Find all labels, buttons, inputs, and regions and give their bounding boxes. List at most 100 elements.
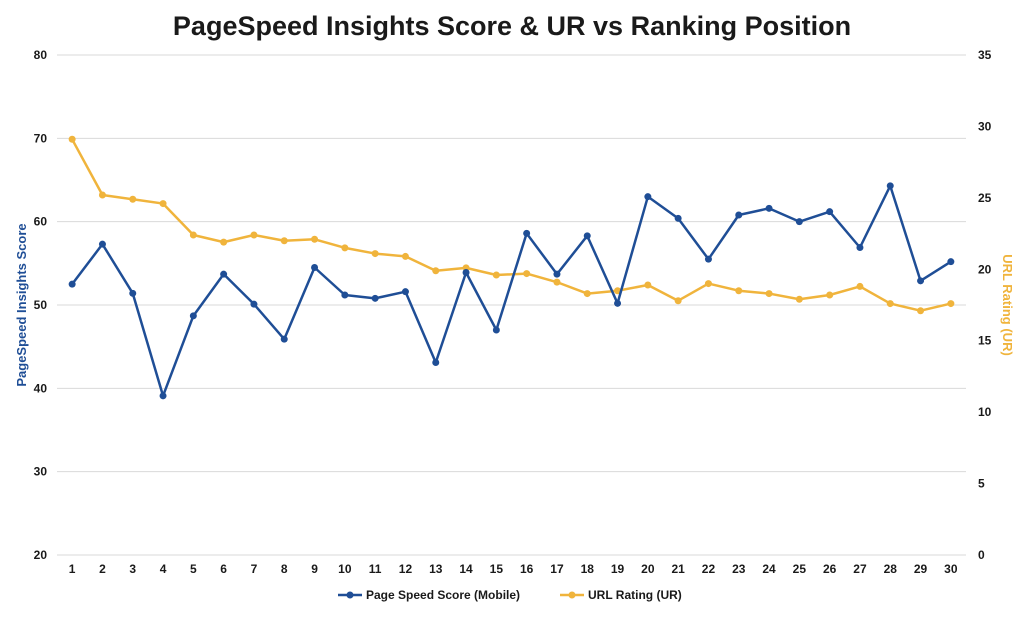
x-tick-label: 25 <box>793 562 807 576</box>
legend-label-url-rating: URL Rating (UR) <box>588 588 682 602</box>
left-tick-label: 70 <box>34 131 48 145</box>
right-tick-label: 10 <box>978 405 992 419</box>
point-page-speed <box>947 258 955 266</box>
point-url-rating <box>614 287 622 295</box>
x-tick-label: 29 <box>914 562 928 576</box>
right-tick-label: 0 <box>978 548 985 562</box>
right-tick-label: 5 <box>978 477 985 491</box>
x-tick-label: 7 <box>251 562 258 576</box>
x-tick-label: 11 <box>369 562 382 576</box>
point-url-rating <box>917 307 925 315</box>
point-page-speed <box>735 211 743 219</box>
x-tick-label: 5 <box>190 562 197 576</box>
point-page-speed <box>795 218 803 226</box>
right-tick-label: 20 <box>978 262 992 276</box>
point-page-speed <box>250 300 258 308</box>
point-page-speed <box>704 255 712 263</box>
point-url-rating <box>583 290 591 298</box>
right-tick-label: 30 <box>978 119 992 133</box>
x-tick-label: 26 <box>823 562 837 576</box>
x-tick-label: 23 <box>732 562 746 576</box>
legend-marker-url-rating <box>568 591 576 599</box>
point-url-rating <box>129 195 137 203</box>
point-page-speed <box>492 326 500 334</box>
point-url-rating <box>856 282 864 290</box>
point-url-rating <box>280 237 288 245</box>
x-tick-label: 30 <box>944 562 958 576</box>
point-url-rating <box>523 270 531 278</box>
point-page-speed <box>189 312 197 320</box>
point-page-speed <box>856 244 864 251</box>
series-line-url-rating <box>71 138 952 312</box>
point-page-speed <box>765 204 773 212</box>
point-page-speed <box>129 289 137 297</box>
right-tick-label: 35 <box>978 48 992 62</box>
point-page-speed <box>311 264 319 271</box>
point-url-rating <box>401 252 409 260</box>
point-url-rating <box>432 267 440 275</box>
left-tick-label: 80 <box>34 48 48 62</box>
left-axis-label: PageSpeed Insights Score <box>14 223 29 386</box>
point-page-speed <box>644 193 652 201</box>
x-tick-label: 18 <box>581 562 595 576</box>
right-axis-label: URL Rating (UR) <box>1000 254 1015 356</box>
right-axis-ticks: 0 5 10 15 20 25 30 35 <box>978 48 992 562</box>
x-tick-label: 9 <box>311 562 318 576</box>
point-page-speed <box>68 280 76 288</box>
x-tick-label: 17 <box>550 562 564 576</box>
point-url-rating <box>371 250 379 258</box>
point-page-speed <box>583 232 591 240</box>
x-tick-label: 8 <box>281 562 288 576</box>
left-tick-label: 50 <box>34 298 48 312</box>
chart-title: PageSpeed Insights Score & UR vs Ranking… <box>173 11 851 41</box>
point-page-speed <box>523 229 531 237</box>
point-url-rating <box>250 231 258 239</box>
x-tick-label: 14 <box>459 562 473 576</box>
point-page-speed <box>220 270 228 278</box>
x-tick-label: 19 <box>611 562 625 576</box>
point-page-speed <box>280 335 288 343</box>
point-url-rating <box>674 297 682 305</box>
left-tick-label: 30 <box>34 465 48 479</box>
point-page-speed <box>462 269 470 276</box>
x-tick-label: 2 <box>99 562 106 576</box>
left-tick-label: 40 <box>34 381 48 395</box>
point-url-rating <box>947 300 955 308</box>
point-url-rating <box>341 244 349 252</box>
series-line-page-speed <box>71 184 952 398</box>
point-url-rating <box>765 290 773 298</box>
point-url-rating <box>735 287 743 295</box>
point-url-rating <box>826 291 834 299</box>
right-tick-label: 25 <box>978 191 992 205</box>
point-url-rating <box>159 200 167 208</box>
left-tick-label: 60 <box>34 215 48 229</box>
left-axis-ticks: 20 30 40 50 60 70 80 <box>34 48 48 562</box>
point-page-speed <box>614 299 622 307</box>
grid-layer <box>57 54 966 556</box>
point-url-rating <box>98 191 106 199</box>
point-page-speed <box>674 214 682 222</box>
point-page-speed <box>917 277 925 285</box>
x-tick-label: 22 <box>702 562 716 576</box>
point-url-rating <box>644 281 652 289</box>
point-page-speed <box>401 288 409 296</box>
point-page-speed <box>371 294 379 302</box>
point-url-rating <box>68 135 76 143</box>
x-tick-label: 6 <box>220 562 227 576</box>
point-page-speed <box>159 392 167 400</box>
left-tick-label: 20 <box>34 548 48 562</box>
point-url-rating <box>311 235 319 243</box>
point-url-rating <box>220 238 228 246</box>
x-tick-label: 28 <box>884 562 898 576</box>
x-tick-label: 15 <box>490 562 504 576</box>
point-url-rating <box>553 278 561 286</box>
point-url-rating <box>189 231 197 239</box>
point-page-speed <box>826 208 834 216</box>
x-tick-label: 20 <box>641 562 655 576</box>
point-url-rating <box>795 295 803 303</box>
point-page-speed <box>432 359 440 366</box>
legend-marker-page-speed <box>346 591 354 599</box>
point-page-speed <box>886 182 894 190</box>
